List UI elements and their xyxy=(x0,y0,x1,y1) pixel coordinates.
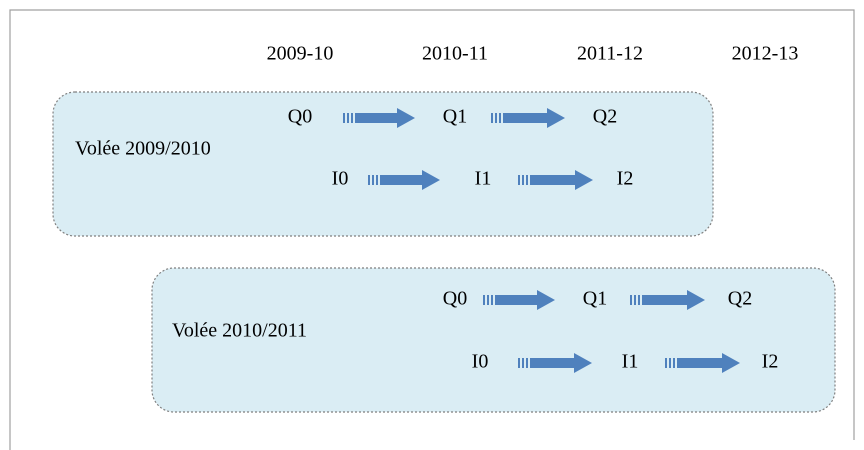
stage-node: Q2 xyxy=(593,106,617,128)
year-label: 2010-11 xyxy=(422,43,488,65)
arrow-tail xyxy=(343,113,345,123)
arrow-tail xyxy=(368,175,370,185)
arrow-tail xyxy=(495,113,497,123)
stage-node: Q1 xyxy=(443,106,467,128)
arrow-tail xyxy=(522,175,524,185)
arrow xyxy=(343,108,415,128)
arrow-head xyxy=(422,170,440,190)
year-label: 2009-10 xyxy=(267,43,334,65)
arrow-head xyxy=(687,290,705,310)
arrow-tail xyxy=(491,295,493,305)
cohort-box xyxy=(52,91,714,237)
arrow xyxy=(518,170,593,190)
arrow-tail xyxy=(669,358,671,368)
cohort-label: Volée 2010/2011 xyxy=(172,320,307,342)
arrow-head xyxy=(722,353,740,373)
stage-node: Q0 xyxy=(443,288,467,310)
stage-node: I0 xyxy=(472,351,489,373)
arrow xyxy=(630,290,705,310)
arrow-tail xyxy=(491,113,493,123)
arrow-tail xyxy=(673,358,675,368)
arrow xyxy=(483,290,555,310)
arrow-tail xyxy=(376,175,378,185)
arrow xyxy=(518,353,592,373)
arrow-shaft xyxy=(495,295,537,305)
cohorts: Volée 2009/2010 Q0 Q1 Q2 I0 I1 I2 Volée 2010/20… xyxy=(75,106,778,373)
arrow-shaft xyxy=(642,295,687,305)
arrow xyxy=(491,108,565,128)
year-header: 2009-10 2010-11 2011-12 2012-13 xyxy=(267,43,799,65)
stage-node: I2 xyxy=(617,168,634,190)
arrow-tail xyxy=(483,295,485,305)
year-label: 2011-12 xyxy=(577,43,643,65)
arrow-tail xyxy=(518,175,520,185)
arrow-head xyxy=(537,290,555,310)
frame xyxy=(9,9,855,450)
arrow-tail xyxy=(526,175,528,185)
arrow-head xyxy=(575,170,593,190)
arrow-shaft xyxy=(503,113,547,123)
arrow-tail xyxy=(665,358,667,368)
year-label: 2012-13 xyxy=(732,43,799,65)
arrow-tail xyxy=(372,175,374,185)
cohort-label: Volée 2009/2010 xyxy=(75,138,211,160)
arrow-tail xyxy=(522,358,524,368)
arrow-tail xyxy=(638,295,640,305)
arrow-tail xyxy=(499,113,501,123)
arrow-shaft xyxy=(530,358,574,368)
arrow xyxy=(665,353,740,373)
stage-node: I1 xyxy=(622,351,639,373)
arrow-tail xyxy=(351,113,353,123)
stage-node: Q0 xyxy=(288,106,312,128)
arrow-shaft xyxy=(530,175,575,185)
arrow-head xyxy=(574,353,592,373)
arrow-tail xyxy=(526,358,528,368)
arrow-shaft xyxy=(380,175,422,185)
arrow-tail xyxy=(630,295,632,305)
stage-node: Q1 xyxy=(583,288,607,310)
arrow-tail xyxy=(347,113,349,123)
arrow xyxy=(368,170,440,190)
arrow-shaft xyxy=(677,358,722,368)
stage-node: I0 xyxy=(332,168,349,190)
stage-node: I1 xyxy=(475,168,492,190)
arrow-tail xyxy=(487,295,489,305)
arrow-tail xyxy=(634,295,636,305)
arrow-shaft xyxy=(355,113,397,123)
stage-node: I2 xyxy=(762,351,779,373)
arrow-tail xyxy=(518,358,520,368)
arrow-head xyxy=(397,108,415,128)
stage-node: Q2 xyxy=(728,288,752,310)
arrow-head xyxy=(547,108,565,128)
